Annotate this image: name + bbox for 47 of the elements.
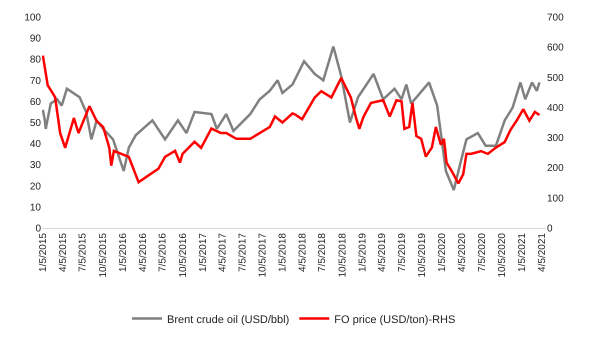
x-tick-label: 7/5/2016 bbox=[158, 232, 169, 272]
x-tick-label: 4/5/2018 bbox=[297, 232, 308, 272]
x-tick-label: 1/5/2018 bbox=[278, 232, 289, 272]
x-tick-label: 1/5/2020 bbox=[437, 232, 448, 272]
x-tick-label: 10/5/2019 bbox=[417, 232, 428, 278]
y-tick-label: 60 bbox=[30, 96, 42, 108]
y-tick-label: 70 bbox=[30, 76, 42, 87]
x-tick-label: 7/5/2020 bbox=[476, 232, 488, 272]
x-tick-label: 7/5/2015 bbox=[78, 232, 89, 272]
y-tick-label: 50 bbox=[30, 118, 42, 129]
x-tick-label: 7/5/2019 bbox=[397, 232, 408, 272]
y2-tick-label: 300 bbox=[547, 133, 564, 144]
x-tick-label: 4/5/2015 bbox=[58, 232, 69, 272]
x-tick-label: 4/5/2020 bbox=[457, 232, 468, 272]
x-tick-label: 7/5/2018 bbox=[317, 232, 328, 272]
y-tick-label: 20 bbox=[30, 181, 42, 192]
y-tick-label: 10 bbox=[30, 202, 42, 214]
y-tick-label: 30 bbox=[30, 160, 42, 172]
y2-tick-label: 0 bbox=[547, 224, 553, 234]
x-tick-label: 1/5/2016 bbox=[118, 232, 129, 272]
y2-tick-label: 600 bbox=[547, 42, 564, 54]
y2-tick-label: 100 bbox=[547, 193, 564, 204]
x-tick-label: 10/5/2020 bbox=[497, 232, 508, 278]
x-tick-label: 10/5/2015 bbox=[98, 232, 109, 278]
x-tick-label: 4/5/2017 bbox=[218, 232, 229, 272]
x-tick-label: 10/5/2016 bbox=[178, 232, 189, 278]
legend-label: Brent crude oil (USD/bbl) bbox=[167, 314, 290, 326]
y-tick-label: 0 bbox=[35, 224, 42, 234]
x-tick-label: 10/5/2017 bbox=[258, 232, 269, 278]
x-tick-label: 7/5/2017 bbox=[237, 232, 248, 272]
x-tick-label: 4/5/2021 bbox=[536, 232, 548, 272]
x-tick-label: 1/5/2021 bbox=[517, 232, 528, 272]
y2-tick-label: 400 bbox=[547, 102, 564, 114]
x-tick-label: 4/5/2019 bbox=[377, 232, 388, 272]
y2-tick-label: 700 bbox=[547, 12, 564, 24]
x-tick-label: 1/5/2019 bbox=[357, 232, 368, 272]
y2-tick-label: 200 bbox=[547, 163, 564, 174]
y-tick-label: 80 bbox=[30, 54, 42, 66]
x-tick-label: 10/5/2018 bbox=[337, 232, 348, 278]
x-tick-label: 4/5/2016 bbox=[138, 232, 149, 272]
legend-label: FO price (USD/ton)-RHS bbox=[334, 314, 456, 326]
y-tick-label: 40 bbox=[30, 139, 42, 150]
y2-tick-label: 500 bbox=[547, 72, 564, 84]
y-tick-label: 100 bbox=[24, 12, 42, 24]
x-tick-label: 1/5/2017 bbox=[198, 232, 209, 272]
y-tick-label: 90 bbox=[30, 34, 42, 45]
x-tick-label: 1/5/2015 bbox=[38, 232, 50, 272]
